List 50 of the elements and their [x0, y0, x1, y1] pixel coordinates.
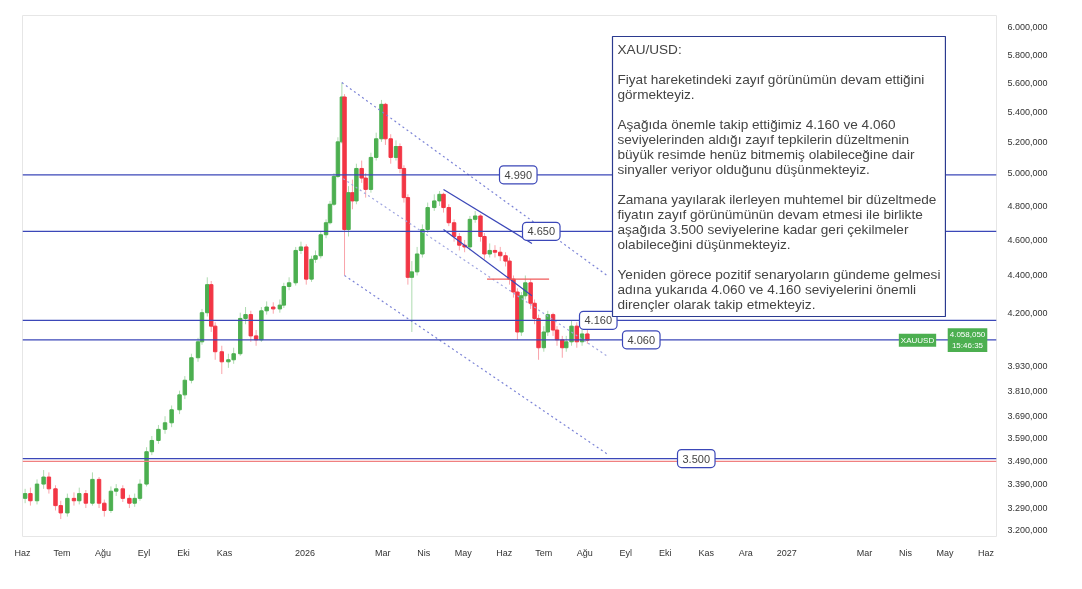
x-tick-label: May [936, 547, 955, 558]
candlestick [22, 488, 28, 504]
annotation: XAUUSD [900, 335, 935, 345]
x-tick-label: Tem [535, 547, 553, 558]
y-tick-label: 5.600,000 [1007, 77, 1048, 88]
x-tick-label: Eki [177, 547, 190, 558]
y-tick-label: 3.290,000 [1007, 503, 1048, 514]
x-tick-label: Haz [14, 547, 31, 558]
x-tick-label: Ara [738, 547, 753, 558]
x-tick-label: Ağu [95, 547, 112, 558]
candlestick [162, 415, 168, 435]
ref-line-label: 4.060 [627, 333, 656, 346]
x-tick-label: Haz [496, 547, 513, 558]
y-tick-label: 4.400,000 [1007, 270, 1048, 281]
y-tick-label: 3.200,000 [1007, 525, 1048, 536]
x-tick-label: 2026 [294, 547, 315, 558]
y-tick-label: 3.690,000 [1007, 411, 1048, 422]
ref-line-label: 4.160 [584, 314, 613, 327]
x-tick-label: Eyl [619, 547, 632, 558]
y-tick-label: 4.800,000 [1007, 200, 1048, 211]
y-tick-label: 5.000,000 [1007, 168, 1048, 179]
ref-line-label: 4.990 [504, 168, 533, 181]
x-tick-label: Mar [375, 547, 391, 558]
x-tick-label: Tem [53, 547, 71, 558]
y-tick-label: 4.200,000 [1007, 307, 1048, 318]
x-tick-label: Haz [977, 547, 995, 558]
x-tick-label: Nis [898, 547, 913, 558]
x-tick-label: Kas [216, 547, 233, 558]
y-tick-label: 3.810,000 [1007, 385, 1048, 396]
y-tick-label: 5.400,000 [1007, 106, 1048, 117]
y-tick-label: 3.490,000 [1007, 455, 1048, 466]
y-tick-label: 4.600,000 [1007, 234, 1048, 245]
y-tick-label: 6.000,000 [1007, 22, 1048, 33]
y-tick-label: 3.390,000 [1007, 479, 1048, 490]
ref-line-label: 3.500 [682, 452, 711, 465]
x-tick-label: Nis [417, 547, 431, 558]
x-tick-label: Kas [698, 547, 715, 558]
x-tick-label: Mar [856, 547, 873, 558]
x-tick-label: Eyl [137, 547, 151, 558]
x-tick-label: Eki [658, 547, 672, 558]
y-tick-label: 5.200,000 [1007, 136, 1048, 147]
text: XAU/USD: Fiyat hareketindeki zayıf görünümün devam ettiğini görmekteyiz. Aşağıda önemle takip ettiğimiz 4.160 ve 4.060 seviyelerinden aldığı zayıf tepkilerin düzeltmenin büyük resimde henüz bitmemiş olabileceğine dair sinyaller veriyor olduğunu düşünmekteyiz. Zamana yayılarak ilerleyen muhtemel bir düzeltmede fiyatın zayıf görünümünün devam etmesi ile birlikte aşağıda 3.500 seviyelerine kadar geri çekilmeler olabileceğini düşünmekteyiz. Yeniden görece pozitif senaryoların gündeme gelmesi adına yukarıda 4.060 ve 4.160 seviyelerini önemli dirençler olarak takip etmekteyiz. [617, 41, 941, 312]
annotation: 4.058,050 15:46:35 [949, 330, 986, 351]
x-tick-label: Ağu [576, 547, 593, 558]
y-tick-label: 3.590,000 [1007, 433, 1048, 444]
y-tick-label: 5.800,000 [1007, 49, 1048, 60]
y-tick-label: 3.930,000 [1007, 360, 1048, 371]
x-tick-label: 2027 [776, 547, 797, 558]
ref-line-label: 4.650 [527, 225, 556, 238]
x-tick-label: May [454, 547, 473, 558]
